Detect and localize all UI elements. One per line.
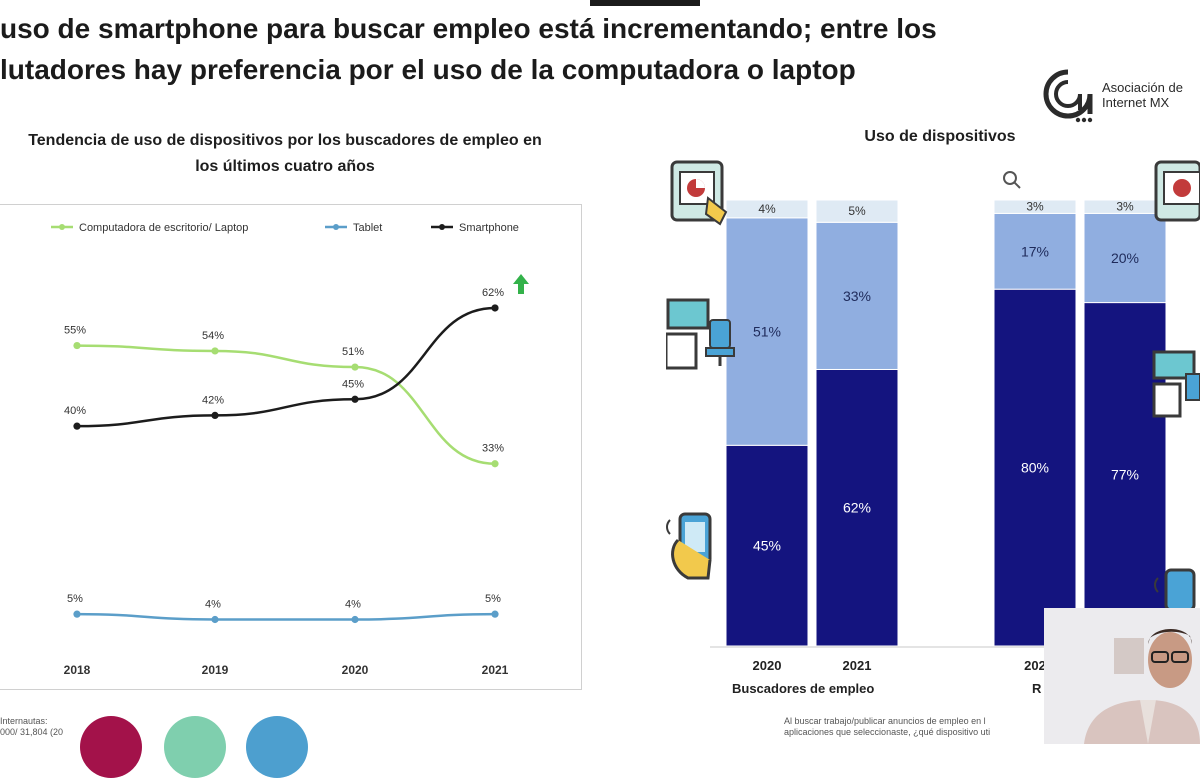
data-label-1-1: 4% [205, 599, 221, 611]
stacked-bar-chart: 45% 51% 4% 2020 62% 33% 5% 2021 80% 17% 3% 202 77% 20… [710, 199, 1190, 673]
data-point-1-0 [73, 610, 81, 618]
data-point-1-1 [211, 615, 219, 624]
tablet-hand-icon [670, 160, 728, 226]
bar-group-label-1: Buscadores de empleo [732, 681, 875, 696]
footnote-right: Al buscar trabajo/publicar anuncios de e… [784, 716, 990, 738]
footnote-left: Internautas: 000/ 31,804 (20 [0, 716, 63, 738]
logo-line-1: Asociación de [1102, 80, 1183, 95]
line-chart: Computadora de escritorio/ Laptop Tablet S… [51, 222, 529, 677]
bar-2-label-tablet: 3% [1026, 200, 1044, 214]
smartphone-hand-icon [666, 512, 712, 580]
series-line-1 [76, 612, 496, 621]
bar-0-label-desktop: 51% [753, 324, 781, 340]
smartphone-hand-icon-right [1154, 568, 1196, 610]
legend-marker-2 [439, 224, 445, 230]
data-label-2-2: 45% [342, 378, 364, 390]
bar-1-segment-smartphone [815, 368, 899, 647]
decor-circle-2 [164, 716, 226, 778]
bar-2-segment-tablet [993, 199, 1077, 214]
footnote-left-line-2: 000/ 31,804 (20 [0, 727, 64, 737]
bar-2-segment-smartphone [993, 288, 1077, 647]
bar-3-label-desktop: 20% [1111, 250, 1139, 266]
bar-1-label-tablet: 5% [848, 204, 866, 218]
data-point-1-2 [351, 615, 359, 624]
x-tick-label-0: 2018 [64, 663, 91, 677]
data-label-0-2: 51% [342, 346, 364, 358]
data-label-0-0: 55% [64, 325, 86, 337]
bar-category-2: 202 [1024, 658, 1046, 673]
data-point-2-0 [73, 422, 81, 430]
tablet-hand-icon-right [1154, 160, 1200, 222]
data-label-2-0: 40% [64, 405, 86, 417]
headline-line-2: lutadores hay preferencia por el uso de … [0, 54, 856, 85]
legend-marker-1 [333, 224, 339, 230]
line-chart-title: Tendencia de uso de dispositivos por los… [28, 132, 542, 175]
footnote-right-line-1: Al buscar trabajo/publicar anuncios de e… [784, 716, 986, 726]
footnote-right-line-2: aplicaciones que seleccionaste, ¿qué dis… [784, 727, 991, 737]
logo-text: Asociación de Internet MX [1102, 80, 1183, 110]
series-line-0 [76, 344, 496, 465]
data-label-1-2: 4% [345, 599, 361, 611]
bar-2-segment-desktop [993, 212, 1077, 290]
bar-0-label-smartphone: 45% [753, 538, 781, 554]
line-chart-panel: Computadora de escritorio/ Laptop Tablet S… [0, 204, 582, 690]
association-logo: Asociación de Internet MX [1040, 64, 1200, 126]
x-tick-label-3: 2021 [482, 663, 509, 677]
presenter-video [1044, 608, 1200, 744]
presenter-avatar [1044, 608, 1200, 744]
series-line-2 [76, 306, 496, 428]
bar-1-label-desktop: 33% [843, 288, 871, 304]
data-point-0-1 [211, 347, 219, 355]
top-strip [590, 0, 700, 6]
footnote-left-line-1: Internautas: [0, 716, 48, 726]
data-label-2-1: 42% [202, 394, 224, 406]
bar-2-label-smartphone: 80% [1021, 460, 1049, 476]
bar-3-segment-smartphone [1083, 302, 1167, 647]
data-label-1-3: 5% [485, 593, 501, 605]
headline-line-1: uso de smartphone para buscar empleo est… [0, 13, 937, 44]
legend-label-1: Tablet [353, 222, 382, 234]
bar-chart-title: Uso de dispositivos [864, 128, 1016, 145]
legend-label-2: Smartphone [459, 222, 519, 234]
data-point-0-2 [351, 363, 359, 371]
x-tick-label-2: 2020 [342, 663, 369, 677]
asociacion-internet-mx-logo-icon [1043, 69, 1093, 123]
bar-3-label-tablet: 3% [1116, 200, 1134, 214]
decor-circle-1 [80, 716, 142, 778]
data-label-2-3: 62% [482, 287, 504, 299]
bar-1-label-smartphone: 62% [843, 500, 871, 516]
up-arrow-icon [513, 273, 529, 294]
data-point-0-0 [73, 341, 81, 350]
decor-circle-3 [246, 716, 308, 778]
search-cursor-icon [1003, 171, 1021, 189]
desktop-computer-icon-right [1152, 350, 1200, 418]
data-label-0-3: 33% [482, 443, 504, 455]
bar-3-label-smartphone: 77% [1111, 466, 1139, 482]
bar-2-label-desktop: 17% [1021, 243, 1049, 259]
bar-0-segment-smartphone [725, 444, 809, 647]
data-point-2-3 [491, 304, 499, 312]
bar-category-1: 2021 [843, 658, 872, 673]
bar-1-segment-tablet [815, 199, 899, 223]
data-point-0-3 [491, 460, 499, 468]
bar-3-segment-desktop [1083, 212, 1167, 304]
data-label-1-0: 5% [67, 593, 83, 605]
logo-line-2: Internet MX [1102, 95, 1170, 110]
data-point-1-3 [491, 610, 499, 618]
data-point-2-2 [351, 395, 359, 403]
bar-category-0: 2020 [753, 658, 782, 673]
x-tick-label-1: 2019 [202, 663, 229, 677]
bar-0-segment-tablet [725, 199, 809, 219]
data-point-2-1 [211, 411, 219, 419]
legend-label-0: Computadora de escritorio/ Laptop [79, 222, 248, 234]
slide-headline: uso de smartphone para buscar empleo est… [0, 8, 1010, 90]
data-label-0-1: 54% [202, 330, 224, 342]
legend-marker-0 [59, 224, 65, 230]
desktop-computer-icon [666, 298, 735, 370]
bar-group-label-2: R [1032, 681, 1042, 696]
bar-0-label-tablet: 4% [758, 202, 776, 216]
